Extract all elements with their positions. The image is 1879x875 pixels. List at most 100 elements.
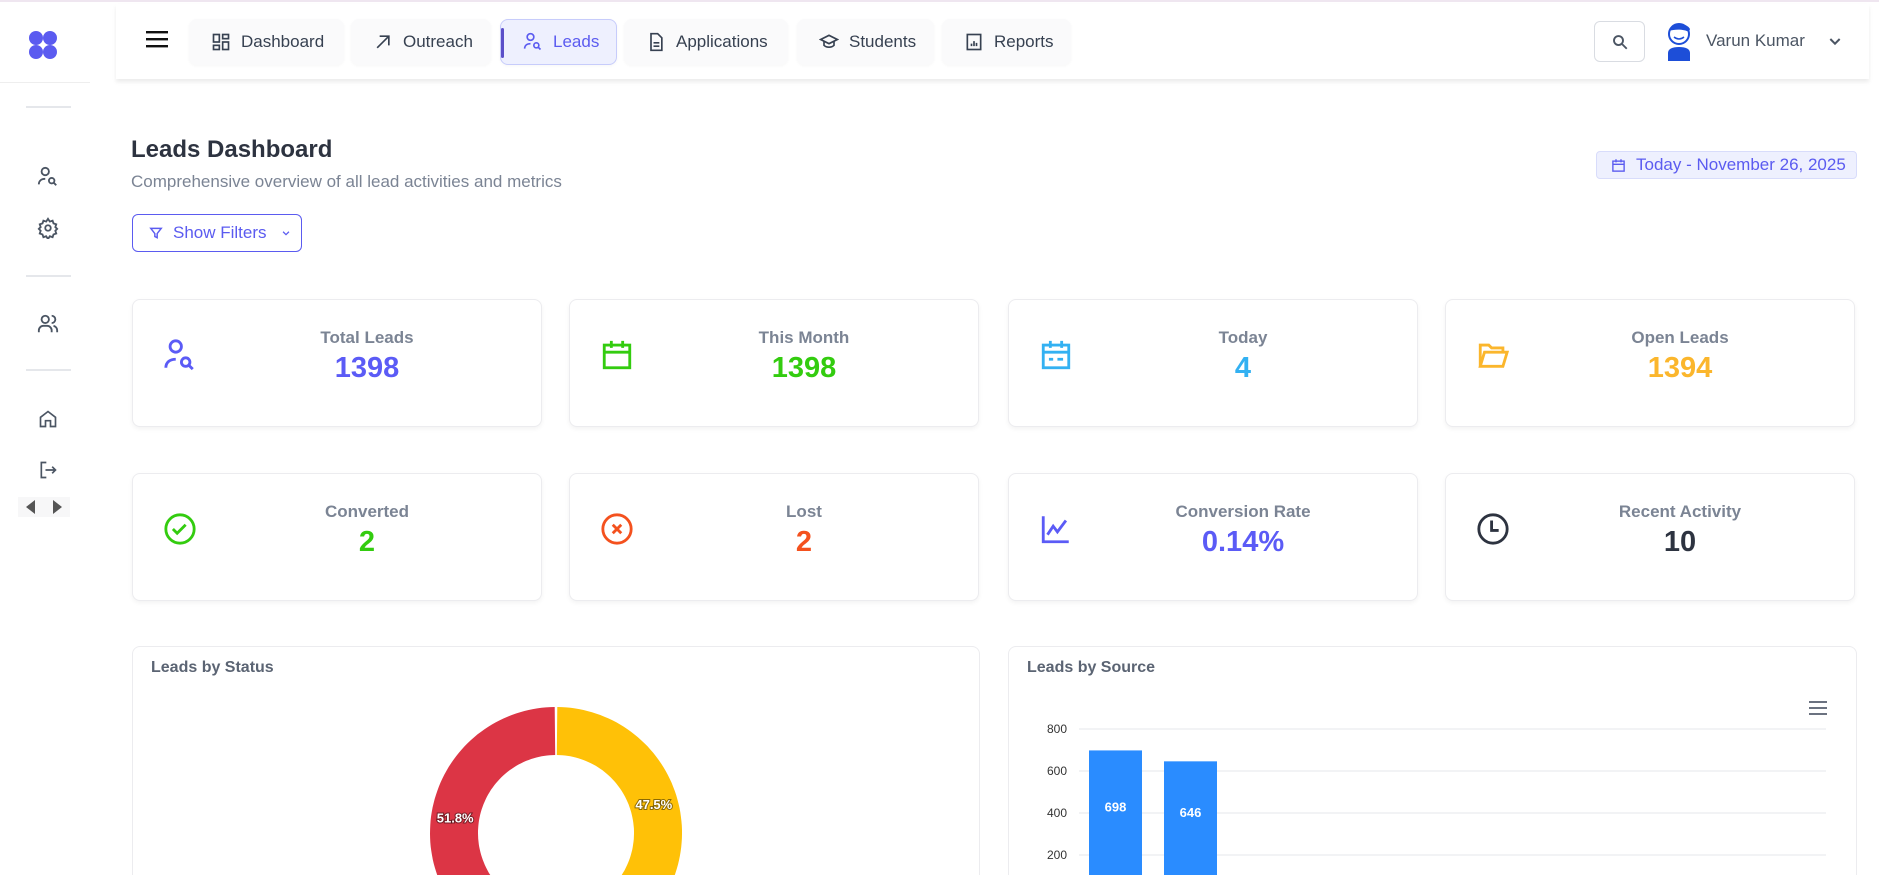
home-icon[interactable] xyxy=(36,407,60,431)
calendar-icon xyxy=(602,340,632,370)
page-title: Leads Dashboard xyxy=(131,136,333,163)
arrow-up-right-icon xyxy=(376,35,390,49)
slice-label: 47.5% xyxy=(635,797,672,812)
stat-card: Today 4 xyxy=(1008,299,1418,427)
tab-label: Leads xyxy=(553,32,600,51)
user-name: Varun Kumar xyxy=(1706,31,1805,50)
menu-icon[interactable] xyxy=(146,30,168,53)
stat-value: 4 xyxy=(1234,352,1252,384)
date-label: Today - November 26, 2025 xyxy=(1636,155,1846,174)
stat-label: Today xyxy=(1218,328,1268,347)
leads-by-status-card: Leads by Status 51.8% 47.5% xyxy=(132,646,980,875)
stat-label: Open Leads xyxy=(1631,328,1729,347)
chevron-down-icon xyxy=(282,231,289,236)
stat-label: Lost xyxy=(786,502,822,521)
y-tick-label: 600 xyxy=(1047,764,1067,778)
donut-slice[interactable] xyxy=(556,707,682,875)
tab-applications[interactable]: Applications xyxy=(624,19,788,65)
y-tick-label: 400 xyxy=(1047,806,1067,820)
stat-card: Conversion Rate 0.14% xyxy=(1008,473,1418,601)
document-icon xyxy=(650,32,663,52)
stat-label: This Month xyxy=(758,328,850,347)
divider xyxy=(26,275,71,277)
trend-chart-icon xyxy=(1041,516,1069,544)
stat-card: Recent Activity 10 xyxy=(1445,473,1855,601)
stat-card: This Month 1398 xyxy=(569,299,979,427)
stat-value: 0.14% xyxy=(1201,526,1285,558)
avatar xyxy=(1668,23,1690,61)
sidebar xyxy=(0,2,90,875)
stat-value: 2 xyxy=(358,526,376,558)
dashboard-icon xyxy=(212,33,230,51)
sidebar-scroll[interactable] xyxy=(18,497,70,517)
top-nav: Dashboard Outreach Leads Applications St… xyxy=(116,4,1869,79)
stat-value: 1394 xyxy=(1647,352,1713,384)
stat-value: 10 xyxy=(1663,526,1697,558)
stat-card: Converted 2 xyxy=(132,473,542,601)
arrow-right-icon[interactable] xyxy=(52,500,62,514)
logout-icon[interactable] xyxy=(36,458,60,482)
page-subtitle: Comprehensive overview of all lead activ… xyxy=(131,172,562,191)
logo-icon[interactable] xyxy=(28,30,58,60)
chevron-down-icon xyxy=(1829,38,1841,46)
stat-label: Recent Activity xyxy=(1618,502,1742,521)
tab-label: Outreach xyxy=(403,32,473,51)
chart-title: Leads by Source xyxy=(1027,659,1156,676)
leads-by-source-bar-chart: 200 400 600 800 698 646 xyxy=(1047,722,1826,875)
bar-data-label: 698 xyxy=(1105,800,1127,815)
search-button[interactable] xyxy=(1594,21,1645,62)
user-menu[interactable]: Varun Kumar xyxy=(1664,18,1843,64)
stat-label: Total Leads xyxy=(320,328,414,347)
calendar-icon xyxy=(1612,158,1625,172)
clock-icon xyxy=(1477,513,1509,545)
leads-by-source-card: Leads by Source 200 400 600 800 698 646 xyxy=(1008,646,1857,875)
filter-label: Show Filters xyxy=(173,223,267,242)
chart-menu-icon[interactable] xyxy=(1809,701,1827,720)
divider xyxy=(0,82,90,83)
stat-card: Lost 2 xyxy=(569,473,979,601)
donut-slice[interactable] xyxy=(430,707,556,875)
search-icon xyxy=(1612,34,1627,49)
filter-icon xyxy=(149,227,163,239)
x-circle-icon xyxy=(601,513,633,545)
report-icon xyxy=(966,33,982,51)
divider xyxy=(26,106,71,108)
bar[interactable] xyxy=(1089,750,1142,875)
date-badge: Today - November 26, 2025 xyxy=(1596,151,1857,179)
tab-outreach[interactable]: Outreach xyxy=(351,19,491,65)
bar-data-label: 646 xyxy=(1180,805,1202,820)
chart-title: Leads by Status xyxy=(151,659,274,676)
lead-search-icon[interactable] xyxy=(36,165,60,189)
folder-open-icon xyxy=(1478,343,1510,368)
tab-students[interactable]: Students xyxy=(797,19,934,65)
tab-dashboard[interactable]: Dashboard xyxy=(189,19,344,65)
slice-label: 51.8% xyxy=(437,810,474,825)
leads-by-status-donut: 51.8% 47.5% xyxy=(430,707,682,875)
tab-label: Dashboard xyxy=(241,32,325,51)
tab-label: Applications xyxy=(676,32,768,51)
show-filters-button[interactable]: Show Filters xyxy=(132,214,302,252)
stat-value: 2 xyxy=(795,526,813,558)
calendar-today-icon xyxy=(1041,340,1071,370)
lead-search-icon xyxy=(523,32,542,51)
arrow-left-icon[interactable] xyxy=(26,500,36,514)
gear-icon[interactable] xyxy=(36,216,60,240)
tab-leads[interactable]: Leads xyxy=(500,19,617,65)
stat-label: Converted xyxy=(324,502,410,521)
tab-label: Students xyxy=(849,32,917,51)
tab-reports[interactable]: Reports xyxy=(942,19,1071,65)
stat-value: 1398 xyxy=(771,352,837,384)
users-icon[interactable] xyxy=(36,312,60,336)
tab-label: Reports xyxy=(994,32,1054,51)
divider xyxy=(26,369,71,371)
stat-label: Conversion Rate xyxy=(1175,502,1311,521)
graduation-cap-icon xyxy=(819,34,839,49)
y-tick-label: 200 xyxy=(1047,848,1067,862)
bar[interactable] xyxy=(1164,761,1217,875)
y-tick-label: 800 xyxy=(1047,722,1067,736)
stat-card: Open Leads 1394 xyxy=(1445,299,1855,427)
check-circle-icon xyxy=(164,513,196,545)
stat-value: 1398 xyxy=(334,352,400,384)
lead-search-icon xyxy=(164,339,194,371)
stat-card: Total Leads 1398 xyxy=(132,299,542,427)
